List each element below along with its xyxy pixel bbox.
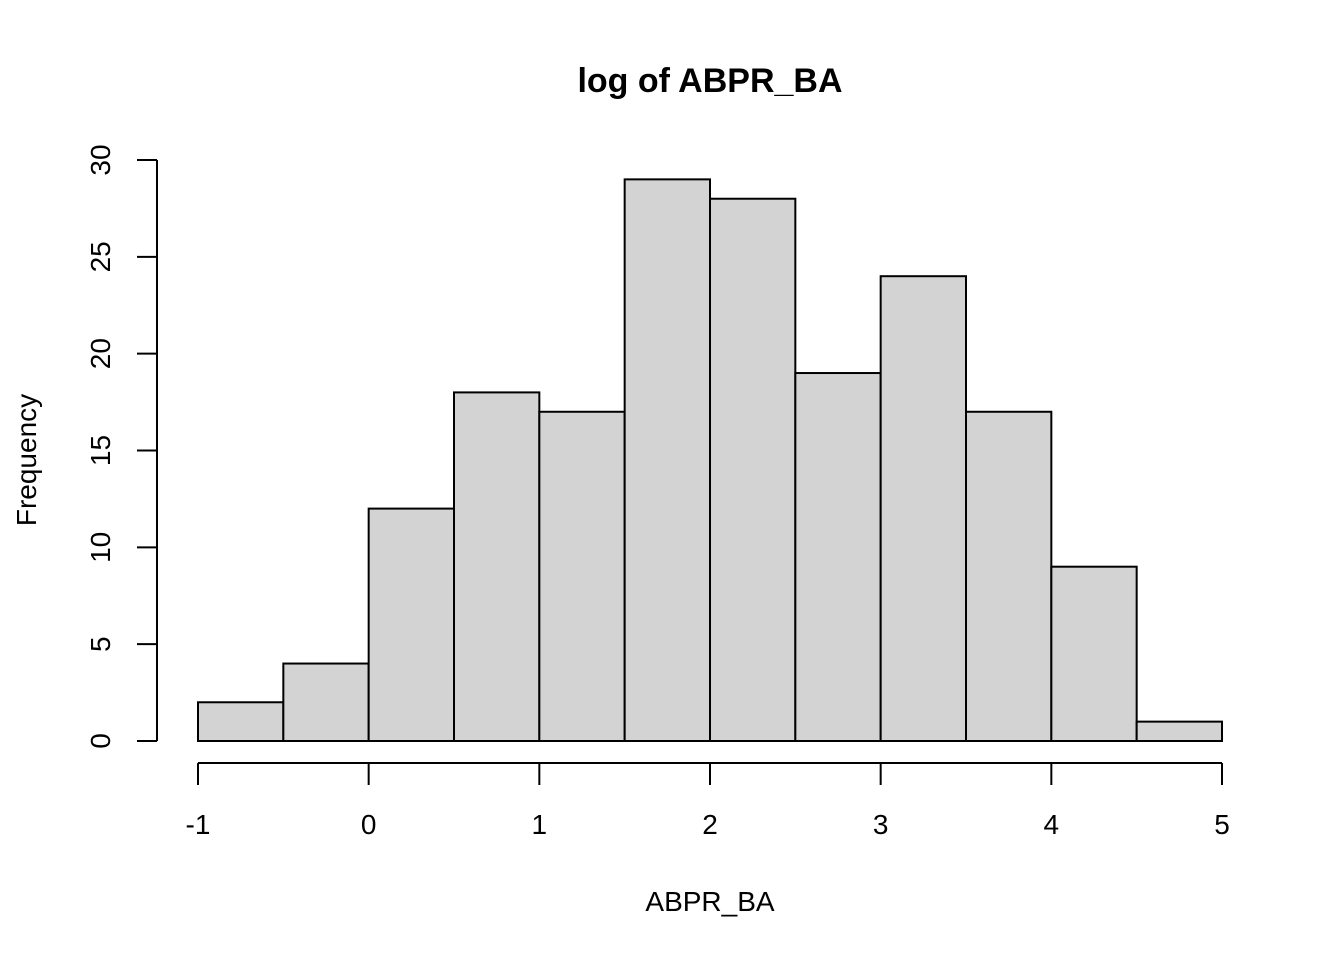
y-axis: 0 5 10 15 20 25 30 bbox=[85, 144, 158, 749]
y-tick-label-4: 20 bbox=[85, 338, 116, 369]
histogram-bar-3 bbox=[453, 391, 541, 742]
histogram-bar-1 bbox=[282, 662, 370, 742]
histogram-bar-10 bbox=[1050, 565, 1138, 743]
x-tick-label-6: 5 bbox=[1214, 809, 1230, 840]
histogram-bar-0 bbox=[197, 701, 285, 742]
x-axis: -1 0 1 2 3 4 5 bbox=[186, 762, 1230, 840]
chart-title: log of ABPR_BA bbox=[577, 62, 842, 100]
y-axis-label: Frequency bbox=[11, 394, 42, 526]
y-tick-label-0: 0 bbox=[85, 733, 116, 749]
histogram-bar-7 bbox=[794, 372, 882, 742]
y-tick-label-5: 25 bbox=[85, 241, 116, 272]
x-tick-label-4: 3 bbox=[873, 809, 889, 840]
y-tick-label-1: 5 bbox=[85, 636, 116, 652]
histogram-bar-4 bbox=[538, 410, 626, 742]
x-tick-label-0: -1 bbox=[186, 809, 211, 840]
x-axis-label: ABPR_BA bbox=[645, 886, 774, 917]
y-tick-label-3: 15 bbox=[85, 435, 116, 466]
histogram-bar-6 bbox=[709, 197, 797, 742]
histogram-bar-9 bbox=[965, 410, 1053, 742]
histogram-bar-5 bbox=[623, 178, 712, 743]
x-tick-label-5: 4 bbox=[1044, 809, 1060, 840]
x-tick-label-1: 0 bbox=[361, 809, 377, 840]
x-tick-label-3: 2 bbox=[702, 809, 718, 840]
bars-group bbox=[197, 178, 1223, 743]
x-tick-label-2: 1 bbox=[532, 809, 548, 840]
y-tick-label-2: 10 bbox=[85, 532, 116, 563]
histogram-bar-8 bbox=[879, 275, 968, 742]
histogram-bar-11 bbox=[1135, 720, 1223, 743]
histogram-bar-2 bbox=[367, 507, 455, 742]
y-tick-label-6: 30 bbox=[85, 144, 116, 175]
